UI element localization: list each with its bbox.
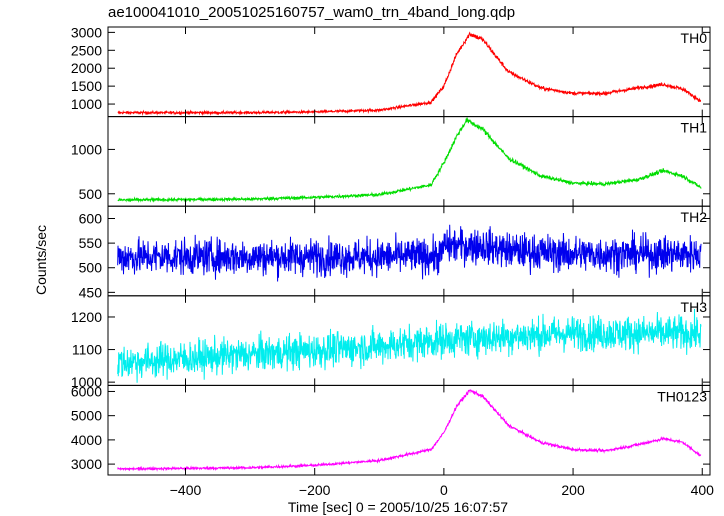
y-axis-title: Counts/sec — [33, 225, 49, 295]
y-tick-label: 1000 — [71, 141, 102, 157]
panel-label: TH0 — [681, 30, 708, 46]
series-line-th0 — [117, 31, 702, 116]
y-tick-label: 450 — [79, 284, 103, 300]
x-axis-title: Time [sec] 0 = 2005/10/25 16:07:57 — [288, 499, 508, 515]
y-tick-label: 550 — [79, 235, 103, 251]
y-tick-label: 600 — [79, 211, 103, 227]
panel-label: TH1 — [681, 120, 708, 136]
panel-th1: 500 1000 TH1 — [71, 116, 711, 207]
x-tick-label: 400 — [691, 482, 715, 498]
series-line-th1 — [117, 117, 702, 203]
panel-frame — [107, 384, 711, 476]
y-tick-label: 1500 — [71, 78, 102, 94]
x-tick-label: 0 — [440, 482, 448, 498]
y-tick-label: 500 — [79, 186, 103, 202]
panel-label: TH3 — [681, 299, 708, 315]
y-tick-label: 4000 — [71, 432, 102, 448]
y-tick-label: 2000 — [71, 60, 102, 76]
panel-frame — [107, 26, 711, 118]
y-tick-label: 2500 — [71, 42, 102, 58]
series-line-th3 — [117, 308, 702, 383]
panel-th0: 1000 1500 2000 2500 3000 TH0 — [71, 24, 711, 118]
series-line-th0123 — [117, 389, 702, 472]
series-line-th2 — [117, 224, 702, 282]
y-tick-label: 1000 — [71, 374, 102, 390]
panel-th2: 450 500 550 600 TH2 — [79, 205, 711, 300]
y-tick-label: 1200 — [71, 309, 102, 325]
y-tick-label: 3000 — [71, 24, 102, 40]
y-tick-label: 1000 — [71, 96, 102, 112]
y-tick-label: 3000 — [71, 456, 102, 472]
chart-title: ae100041010_20051025160757_wam0_trn_4ban… — [108, 4, 515, 21]
panel-label: TH2 — [681, 209, 708, 225]
y-tick-label: 6000 — [71, 383, 102, 399]
x-tick-label: 200 — [561, 482, 585, 498]
panel-th3: 1000 1100 1200 TH3 — [71, 295, 711, 390]
x-tick-label: −200 — [299, 482, 331, 498]
x-axis: −400 −200 0 200 400 — [170, 482, 714, 498]
panel-th0123: 3000 4000 5000 6000 TH0123 — [71, 383, 711, 476]
panel-label: TH0123 — [657, 388, 707, 404]
y-tick-label: 5000 — [71, 408, 102, 424]
x-tick-label: −400 — [170, 482, 202, 498]
panel-frame — [107, 116, 711, 207]
y-tick-label: 500 — [79, 260, 103, 276]
y-tick-label: 1100 — [72, 342, 102, 358]
